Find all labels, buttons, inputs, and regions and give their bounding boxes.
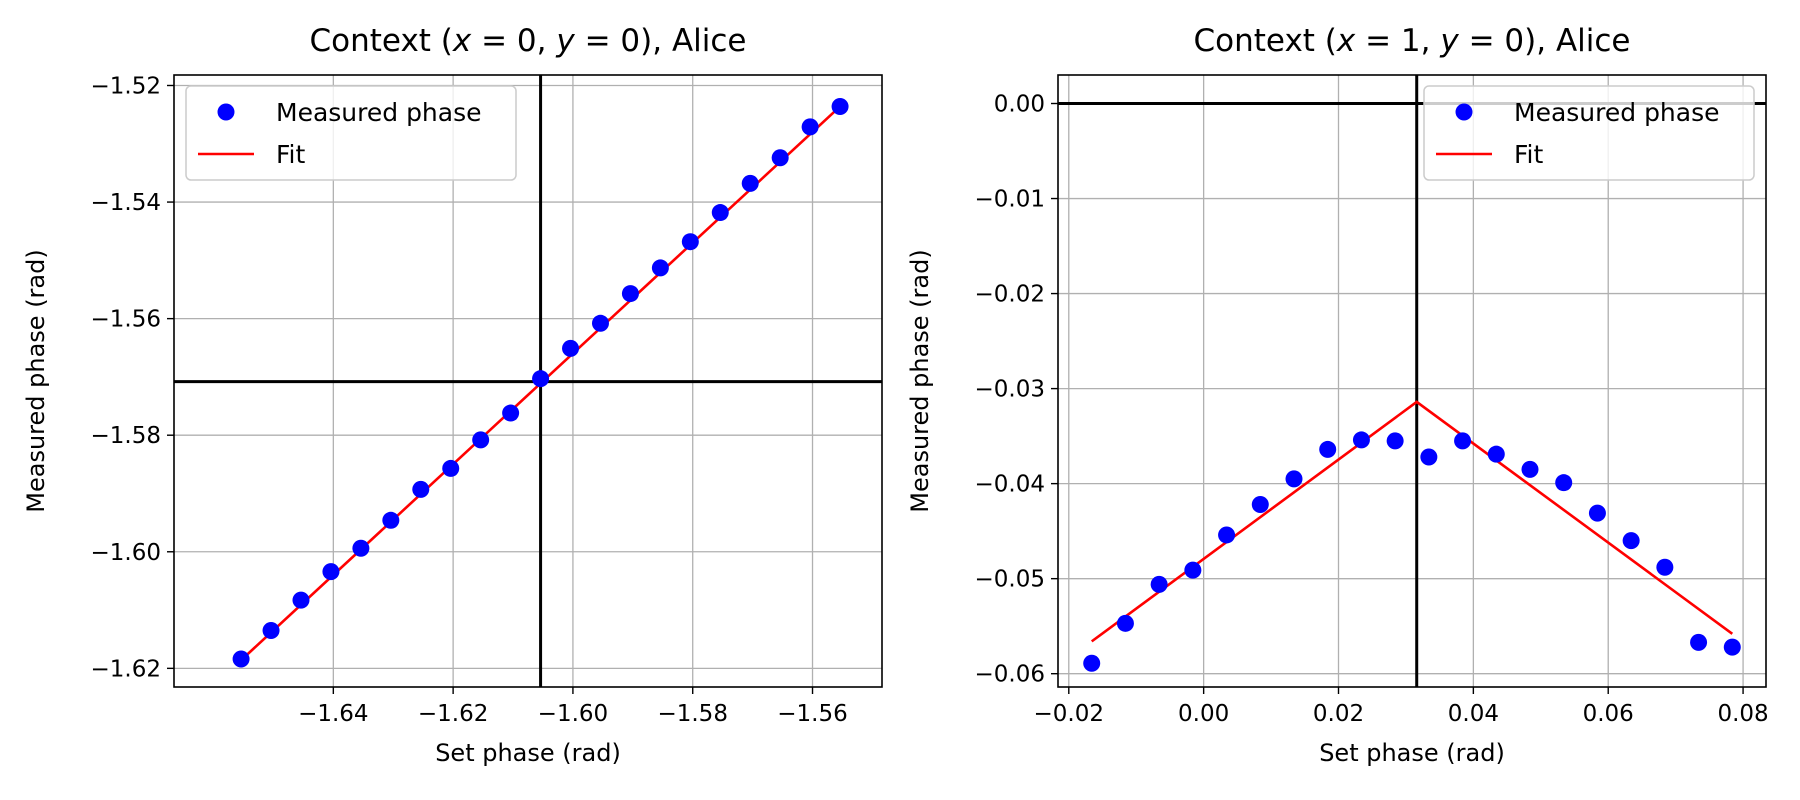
chart-2-x-tick-label: −0.02 (1034, 701, 1104, 727)
chart-1: −1.64 −1.62 −1.60 −1.58 −1.56 −1.62 −1.60 −1.58… (22, 23, 883, 767)
chart-1-data-point (621, 285, 639, 303)
chart-1-data-point (651, 259, 669, 277)
chart-2-title: Context (x = 1, y = 0), Alice (1194, 23, 1631, 59)
chart-2-data-point (1723, 638, 1741, 656)
chart-2-data-point (1184, 561, 1202, 579)
chart-1-x-tick-label: −1.62 (418, 701, 488, 727)
chart-1-data-point (292, 591, 310, 609)
chart-2-legend: Measured phase Fit (1423, 85, 1755, 181)
chart-2-x-tick-label: 0.04 (1448, 701, 1499, 727)
chart-2-axes-frame (1057, 74, 1767, 688)
chart-2-data-point (1690, 633, 1708, 651)
chart-1-data-point (412, 480, 430, 498)
chart-2-title-part: = 0), Alice (1459, 23, 1631, 59)
chart-2-data-point (1218, 526, 1236, 544)
chart-1-data-point (262, 621, 280, 639)
chart-1-data-point (771, 149, 789, 167)
chart-2-data-point (1386, 432, 1404, 450)
chart-2-data-point (1487, 445, 1505, 463)
chart-1-legend-box (185, 85, 517, 181)
chart-1-data-point (232, 650, 250, 668)
chart-2-y-axis-label: Measured phase (rad) (906, 249, 934, 512)
chart-2-data-point (1588, 504, 1606, 522)
chart-1-x-tick-label: −1.58 (657, 701, 727, 727)
chart-1-data-point (681, 233, 699, 251)
chart-2-legend-label: Measured phase (1514, 98, 1720, 127)
chart-1-data-point (352, 539, 370, 557)
chart-2-x-axis-label: Set phase (rad) (1319, 739, 1505, 767)
chart-1-y-tick-label: −1.62 (91, 656, 161, 682)
chart-1-x-axis-label: Set phase (rad) (435, 739, 621, 767)
chart-2-title-part: = 1, (1355, 23, 1440, 59)
chart-1-data-point (831, 97, 849, 115)
chart-1-axes-frame (173, 74, 883, 688)
chart-1-x-tick-label: −1.56 (777, 701, 847, 727)
chart-2: −0.02 0.00 0.02 0.04 0.06 0.08 −0.06 −0.05 −0.04… (906, 23, 1769, 767)
chart-1-y-tick-label: −1.58 (91, 423, 161, 449)
chart-1-data-point (382, 511, 400, 529)
chart-2-legend-marker-points (1455, 103, 1473, 121)
chart-2-y-tick-label: −0.06 (975, 662, 1045, 688)
chart-1-y-tick-label: −1.56 (91, 307, 161, 333)
chart-1-x-tick-label: −1.60 (538, 701, 608, 727)
chart-1-title-part: = 0, (471, 23, 556, 59)
chart-2-data-point (1352, 431, 1370, 449)
chart-2-x-tick-label: 0.08 (1717, 701, 1768, 727)
chart-1-data-point (741, 174, 759, 192)
chart-1-data-point (801, 118, 819, 136)
chart-1-title: Context (x = 0, y = 0), Alice (310, 23, 747, 59)
chart-2-data-point (1150, 575, 1168, 593)
chart-1-y-axis-label: Measured phase (rad) (22, 249, 50, 512)
chart-2-y-tick-label: −0.01 (975, 187, 1045, 213)
chart-1-legend: Measured phase Fit (185, 85, 517, 181)
chart-2-x-tick-label: 0.00 (1178, 701, 1229, 727)
chart-1-data-point (532, 370, 550, 388)
chart-1-x-tick-label: −1.64 (298, 701, 368, 727)
chart-1-data-point (562, 339, 580, 357)
chart-2-data-point (1555, 474, 1573, 492)
chart-1-title-part: = 0), Alice (575, 23, 747, 59)
chart-2-y-tick-label: −0.02 (975, 282, 1045, 308)
chart-2-data-point (1285, 470, 1303, 488)
chart-2-data-point (1521, 460, 1539, 478)
chart-1-data-point (322, 563, 340, 581)
chart-1-y-tick-label: −1.52 (91, 73, 161, 99)
chart-2-fit-line (1090, 400, 1734, 643)
chart-1-title-part: y (555, 23, 575, 59)
chart-2-data-point (1251, 496, 1269, 514)
chart-2-data-point (1083, 654, 1101, 672)
chart-1-data-point (502, 404, 520, 422)
chart-2-title-part: y (1439, 23, 1459, 59)
chart-2-x-tick-label: 0.06 (1583, 701, 1634, 727)
chart-2-title-part: Context ( (1194, 23, 1337, 59)
chart-2-data-point (1420, 448, 1438, 466)
chart-2-data-point (1116, 614, 1134, 632)
chart-1-title-part: Context ( (310, 23, 453, 59)
chart-2-data-point (1656, 558, 1674, 576)
chart-1-legend-label: Fit (276, 140, 306, 169)
chart-1-title-part: x (452, 23, 472, 59)
chart-2-y-tick-label: −0.05 (975, 567, 1045, 593)
chart-2-x-tick-label: 0.02 (1313, 701, 1364, 727)
chart-2-y-tick-label: −0.04 (975, 472, 1045, 498)
chart-2-title-part: x (1336, 23, 1356, 59)
chart-1-y-tick-label: −1.54 (91, 190, 161, 216)
chart-1-data-point (442, 459, 460, 477)
chart-2-y-tick-label: 0.00 (994, 92, 1045, 118)
chart-1-legend-label: Measured phase (276, 98, 482, 127)
chart-1-y-tick-label: −1.60 (91, 540, 161, 566)
chart-2-data-point (1622, 532, 1640, 550)
chart-2-y-tick-label: −0.03 (975, 377, 1045, 403)
chart-1-data-point (591, 314, 609, 332)
chart-1-data-point (711, 204, 729, 222)
chart-2-legend-label: Fit (1514, 140, 1544, 169)
chart-2-data-point (1319, 440, 1337, 458)
chart-2-data-point (1454, 432, 1472, 450)
chart-2-legend-box (1423, 85, 1755, 181)
chart-1-data-point (472, 431, 490, 449)
chart-1-legend-marker-points (217, 103, 235, 121)
